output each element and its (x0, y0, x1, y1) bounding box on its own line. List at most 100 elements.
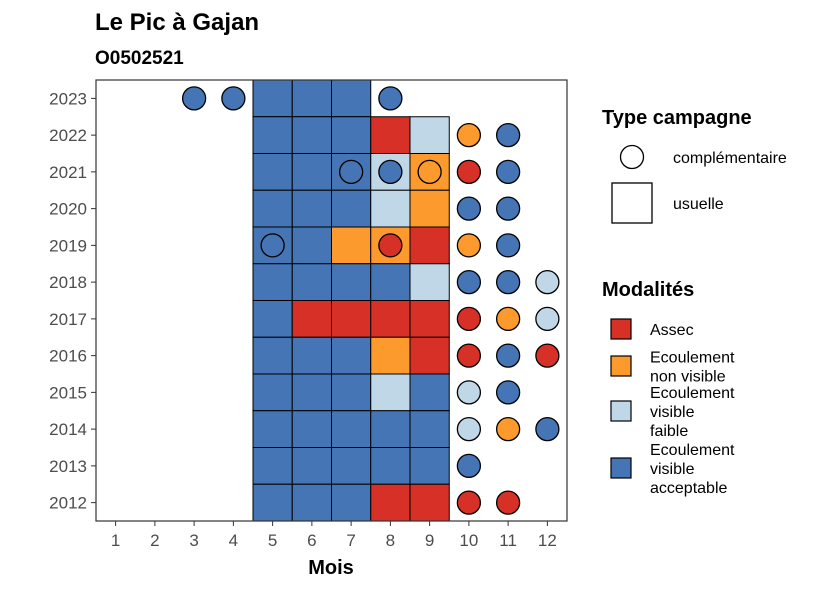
point-2019-10 (456, 233, 482, 258)
tile-2017-6 (291, 300, 332, 338)
y-tick-label-2016: 2016 (49, 347, 87, 366)
tile-2012-6 (291, 483, 332, 522)
x-axis-title: Mois (308, 557, 354, 579)
tile-2015-9 (409, 373, 450, 412)
tiles-layer (252, 79, 450, 522)
legend-modalite-label-line: visible (650, 461, 695, 478)
point-2012-10 (456, 490, 482, 515)
point-2023-8 (378, 86, 403, 111)
legend-modalite-label-3: Ecoulement visible acceptable (650, 442, 735, 497)
tile-2023-6 (291, 79, 332, 118)
legend-modalite-label-line: Assec (650, 322, 694, 339)
legend-modalite-label-line: Ecoulement (650, 350, 735, 367)
legend-swatch-3 (610, 457, 632, 479)
point-2016-10 (456, 343, 482, 368)
point-2023-4 (221, 86, 246, 111)
point-2013-10 (456, 453, 482, 479)
y-tick-label-2019: 2019 (49, 236, 87, 255)
legend-key-square (611, 182, 653, 224)
point-2018-11 (495, 269, 521, 295)
x-tick-label-5: 5 (268, 531, 277, 550)
tile-2016-8 (370, 336, 411, 375)
legend-modalites-title: Modalités (602, 279, 694, 301)
point-2014-12 (535, 416, 560, 442)
tile-2012-5 (252, 483, 293, 522)
legend-key-circle (619, 144, 645, 170)
tile-2012-8 (370, 483, 411, 522)
tile-2013-8 (370, 447, 411, 485)
tile-2015-8 (370, 373, 411, 412)
tile-2019-9 (409, 226, 450, 265)
tile-2014-7 (331, 410, 372, 448)
points-layer (181, 86, 560, 515)
chart-title: Le Pic à Gajan (95, 9, 259, 36)
point-2021-8 (378, 159, 403, 185)
tile-2022-5 (252, 116, 293, 154)
legend-type-label-1: usuelle (673, 196, 724, 213)
y-tick-label-2021: 2021 (49, 163, 87, 182)
point-2017-11 (495, 306, 521, 332)
legend-modalite-label-line: non visible (650, 369, 726, 386)
point-2015-11 (495, 380, 521, 405)
point-2016-11 (495, 343, 521, 368)
legend-modalite-label-2: Ecoulement visible faible (650, 385, 735, 440)
tile-2012-7 (331, 483, 372, 522)
point-2022-11 (495, 122, 521, 148)
legend-modalite-label-line: Ecoulement (650, 385, 735, 402)
x-tick-label-7: 7 (346, 531, 355, 550)
tile-2016-5 (252, 336, 293, 375)
chart-subtitle: O0502521 (95, 48, 184, 69)
point-2014-11 (495, 416, 521, 442)
tile-2014-6 (291, 410, 332, 448)
x-axis: 1 2 3 4 5 6 7 8 9 10 11 12 (111, 521, 557, 550)
tile-2013-9 (409, 447, 450, 485)
x-tick-label-8: 8 (386, 531, 395, 550)
point-2016-12 (535, 343, 560, 368)
y-axis: 2012 2013 2014 2015 2016 2017 2018 2019 2020 2021… (49, 89, 96, 513)
x-tick-label-10: 10 (459, 531, 478, 550)
point-2021-9 (417, 159, 442, 185)
tile-2020-7 (331, 189, 372, 228)
tile-2022-8 (370, 116, 411, 154)
tile-2021-5 (252, 153, 293, 191)
point-2018-12 (535, 269, 560, 295)
y-tick-label-2014: 2014 (49, 420, 87, 439)
y-tick-label-2022: 2022 (49, 126, 87, 145)
point-2019-8 (378, 233, 403, 258)
point-2012-11 (495, 490, 521, 515)
legend-type-campagne: Type campagne complémentaire usuelle (602, 107, 787, 224)
tile-2022-9 (409, 116, 450, 154)
tile-2015-7 (331, 373, 372, 412)
tile-2018-8 (370, 263, 411, 301)
tile-2014-8 (370, 410, 411, 448)
tile-2014-5 (252, 410, 293, 448)
legend-swatch-2 (610, 400, 632, 422)
tile-2017-5 (252, 300, 293, 338)
x-tick-label-3: 3 (189, 531, 198, 550)
tile-2018-6 (291, 263, 332, 301)
y-tick-label-2013: 2013 (49, 457, 87, 476)
point-2017-12 (535, 306, 560, 332)
tile-2020-6 (291, 189, 332, 228)
point-2022-10 (456, 122, 482, 148)
point-2019-5 (260, 233, 285, 258)
tile-2015-6 (291, 373, 332, 412)
tile-2016-7 (331, 336, 372, 375)
x-tick-label-2: 2 (150, 531, 159, 550)
legend-modalite-label-line: visible (650, 404, 695, 421)
point-2018-10 (456, 269, 482, 295)
tile-2022-7 (331, 116, 372, 154)
tile-2022-6 (291, 116, 332, 154)
tile-2017-9 (409, 300, 450, 338)
x-tick-label-12: 12 (538, 531, 557, 550)
tile-2019-7 (331, 226, 372, 265)
tile-2014-9 (409, 410, 450, 448)
point-2021-10 (456, 159, 482, 185)
y-tick-label-2015: 2015 (49, 383, 87, 402)
legend-modalite-label-0: Assec (650, 322, 694, 339)
plot-panel-border (95, 79, 568, 522)
legend-type-label-0: complémentaire (673, 150, 787, 167)
point-2017-10 (456, 306, 482, 332)
